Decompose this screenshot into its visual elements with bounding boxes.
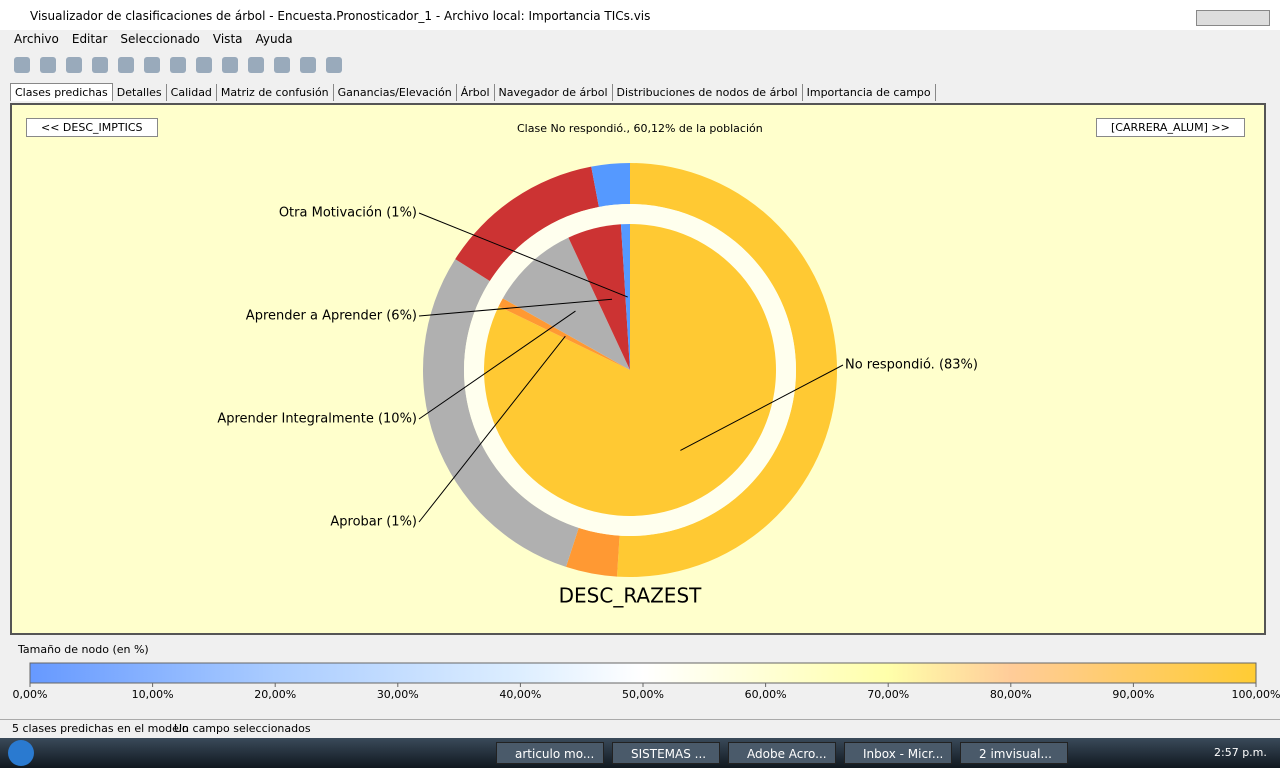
leader-line [680,364,844,451]
legend-tick-label: 70,00% [867,688,909,701]
slice-label: Aprobar (1%) [330,515,417,530]
tab[interactable]: Matriz de confusión [217,84,334,101]
tool-button[interactable] [300,57,316,73]
chart: No respondió. (83%) Aprobar (1%) Aprender … [217,163,978,608]
tab[interactable]: Importancia de campo [803,84,936,101]
task-button[interactable]: 2 imvisual... [960,742,1068,764]
tool-button[interactable] [40,57,56,73]
menu-item[interactable]: Editar [71,32,108,46]
outer-ring-segment [423,259,579,567]
tool-button[interactable] [274,57,290,73]
menu-bar: Archivo Editar Seleccionado Vista Ayuda [14,32,306,46]
task-button[interactable]: SISTEMAS ... [612,742,720,764]
menu-item[interactable]: Vista [212,32,243,46]
leader-line [418,298,613,317]
tool-button[interactable] [196,57,212,73]
task-button[interactable]: Inbox - Micr... [844,742,952,764]
window-controls[interactable] [1196,10,1270,26]
slice-label: No respondió. (83%) [845,358,978,373]
tab[interactable]: Navegador de árbol [495,84,613,101]
tool-button[interactable] [66,57,82,73]
menu-item[interactable]: Archivo [14,32,59,46]
node-label: DESC_RAZEST [559,584,702,608]
pie-slice [502,237,630,370]
tab[interactable]: Calidad [167,84,217,101]
leader-line [418,212,628,298]
legend-scale [29,662,1257,684]
chart-panel: No respondió. (83%) Aprobar (1%) Aprender … [10,103,1266,635]
tab[interactable]: Clases predichas [10,83,113,101]
tool-button[interactable] [144,57,160,73]
legend-tick-label: 80,00% [990,688,1032,701]
status-text: 5 clases predichas en el modelo [12,722,189,735]
tool-button[interactable] [326,57,342,73]
leader-line [418,310,576,420]
menu-item[interactable]: Ayuda [255,32,293,46]
status-text: Un campo seleccionados [174,722,311,735]
start-button[interactable] [8,740,34,766]
slice-label: Aprender a Aprender (6%) [246,309,417,324]
status-bar: 5 clases predichas en el modelo Un campo… [0,719,1280,738]
legend-tick-label: 10,00% [132,688,174,701]
toolbar [14,57,352,76]
tool-button[interactable] [14,57,30,73]
tab[interactable]: Árbol [457,84,495,101]
tab-bar: Clases predichas Detalles Calidad Matriz de… [10,83,936,101]
legend-tick-label: 100,00% [1232,688,1280,701]
next-button[interactable]: [CARRERA_ALUM] >> [1096,118,1245,137]
tool-button[interactable] [92,57,108,73]
clock: 2:57 p.m. [1214,746,1267,759]
window-title: Visualizador de clasificaciones de árbol… [30,9,651,23]
legend-tick-label: 40,00% [499,688,541,701]
legend: 0,00% 10,00% 20,00% 30,00% 40,00% 50,00% 60,00… [13,662,1280,701]
panel-header: Clase No respondió., 60,12% de la poblac… [517,122,763,135]
legend-tick-label: 50,00% [622,688,664,701]
pie-slice [620,224,630,370]
slice-label: Aprender Integralmente (10%) [217,412,417,427]
outer-ring-segment [617,163,838,577]
prev-button[interactable]: << DESC_IMPTICS [26,118,158,137]
tab[interactable]: Ganancias/Elevación [334,84,457,101]
legend-title: Tamaño de nodo (en %) [18,643,149,656]
tool-button[interactable] [170,57,186,73]
title-bar: Visualizador de clasificaciones de árbol… [0,0,1280,30]
taskbar: 2:57 p.m. articulo mo... SISTEMAS ... Adob… [0,738,1280,768]
slice-label: Otra Motivación (1%) [279,206,417,221]
tab[interactable]: Distribuciones de nodos de árbol [613,84,803,101]
pie-slice [568,224,630,370]
leader-line [418,335,566,523]
legend-tick-label: 20,00% [254,688,296,701]
legend-tick-label: 90,00% [1112,688,1154,701]
tool-button[interactable] [222,57,238,73]
pie-slice [483,224,776,516]
legend-tick-label: 0,00% [13,688,48,701]
tool-button[interactable] [248,57,264,73]
menu-item[interactable]: Seleccionado [120,32,200,46]
legend-tick-label: 30,00% [377,688,419,701]
task-button[interactable]: articulo mo... [496,742,604,764]
legend-tick-label: 60,00% [745,688,787,701]
outer-ring-segment [566,527,620,577]
outer-ring-segment [455,166,599,282]
tab[interactable]: Detalles [113,84,167,101]
task-button[interactable]: Adobe Acro... [728,742,836,764]
tool-button[interactable] [118,57,134,73]
pie-slice [498,298,630,370]
outer-ring-segment [591,163,630,207]
